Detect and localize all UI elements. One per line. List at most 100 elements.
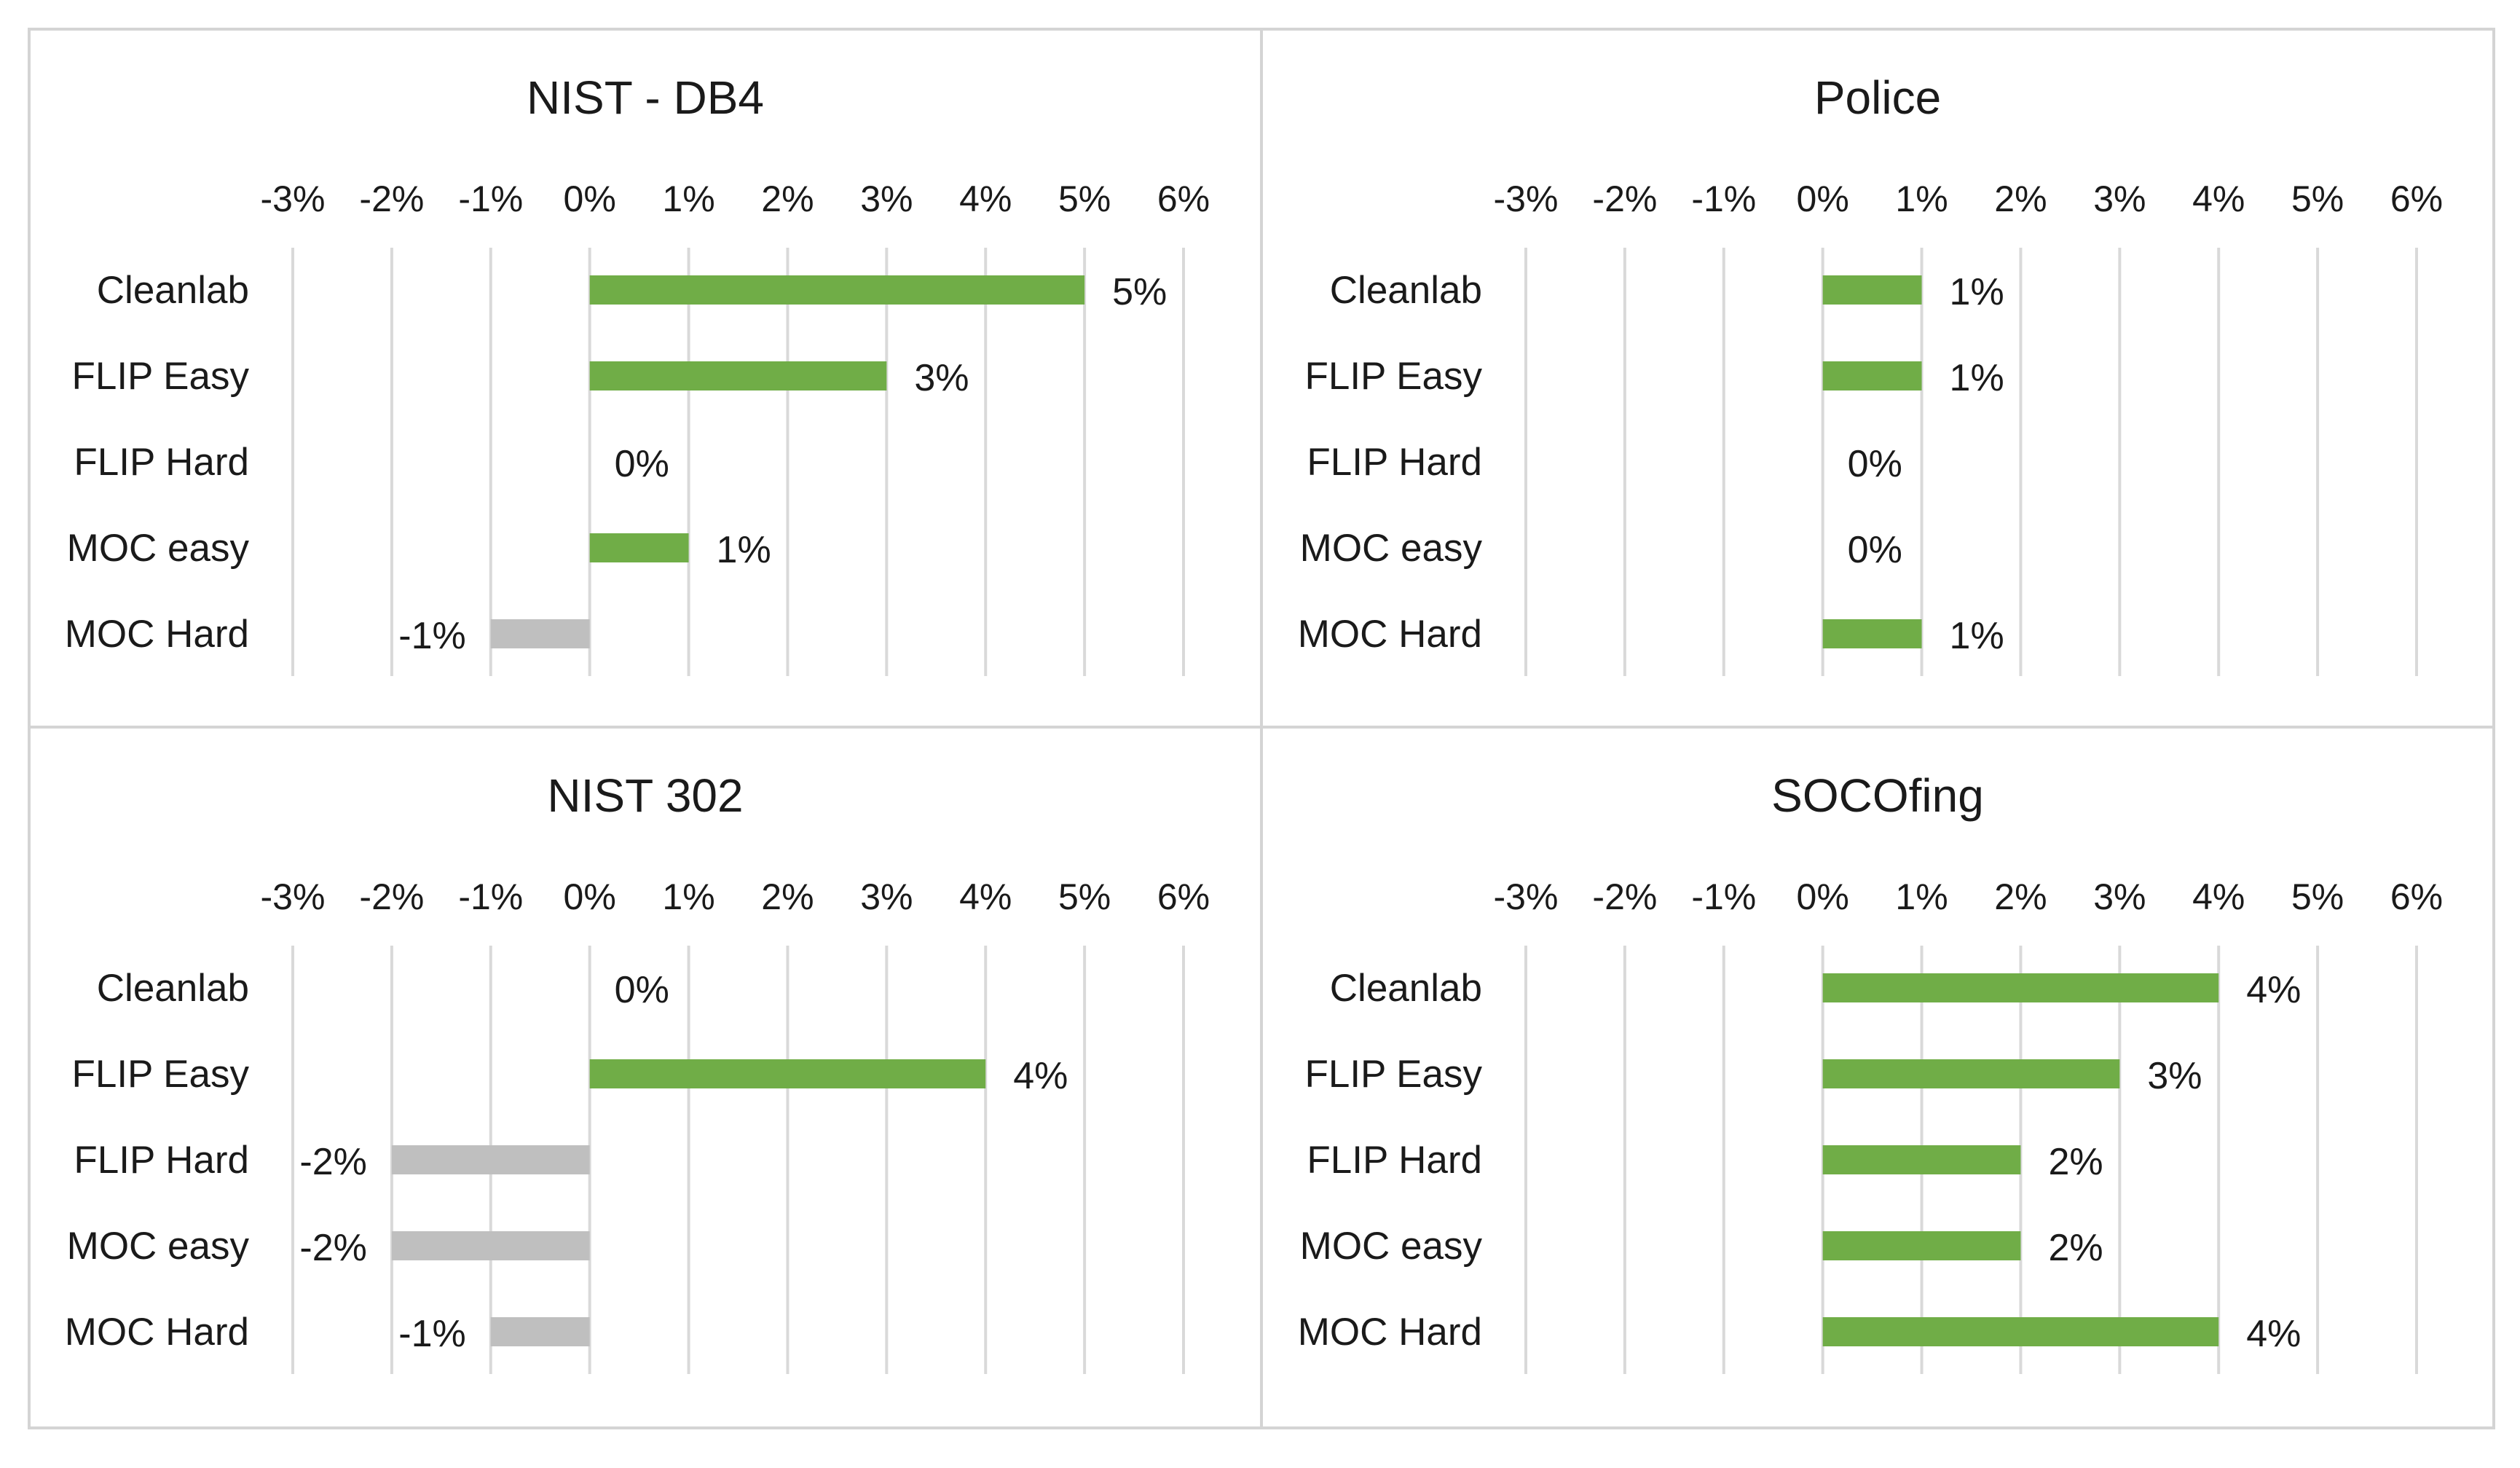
category-label-moc-hard: MOC Hard (65, 613, 249, 656)
data-label-flip-hard: 0% (1848, 443, 1902, 485)
x-tick-label: -3% (261, 178, 326, 219)
chart-panel-nist-db4: NIST - DB4 -3% -2% -1% 0% 1% 2% 3% 4% 5% 6% Cleanla… (28, 28, 1263, 729)
chart-title: SOCOfing (1771, 769, 1984, 822)
bar-flip-easy (589, 1059, 986, 1088)
bar-flip-hard (1822, 1145, 2021, 1174)
category-label-flip-easy: FLIP Easy (1304, 1053, 1482, 1096)
bar-moc-hard (490, 619, 590, 648)
x-tick-label: 4% (959, 876, 1012, 917)
category-label-flip-easy: FLIP Easy (71, 355, 249, 398)
chart-panel-police: Police -3% -2% -1% 0% 1% 2% 3% 4% 5% 6% Cleanlab 1% F… (1260, 28, 2495, 729)
data-label-cleanlab: 0% (615, 969, 669, 1011)
x-tick-label: 5% (2291, 876, 2344, 917)
x-tick-label: 4% (2192, 876, 2245, 917)
x-tick-label: 1% (1895, 178, 1948, 219)
data-label-moc-easy: 1% (717, 529, 771, 571)
bar-moc-hard (490, 1317, 590, 1346)
x-tick-label: 5% (1058, 876, 1111, 917)
data-label-moc-hard: 1% (1950, 615, 2004, 657)
data-label-moc-hard: -1% (398, 1313, 465, 1355)
bar-moc-hard (1822, 1317, 2219, 1346)
chart-panel-socofing: SOCOfing -3% -2% -1% 0% 1% 2% 3% 4% 5% 6% Cleanlab 4… (1260, 726, 2495, 1429)
x-tick-label: -2% (359, 178, 424, 219)
chart-title: NIST 302 (547, 769, 743, 822)
category-label-flip-hard: FLIP Hard (1307, 1139, 1482, 1182)
x-tick-label: 6% (2390, 178, 2443, 219)
category-label-cleanlab: Cleanlab (1330, 269, 1482, 312)
data-label-flip-easy: 1% (1950, 357, 2004, 399)
bar-flip-easy (589, 361, 887, 390)
x-tick-label: 1% (662, 178, 714, 219)
x-tick-label: 3% (860, 876, 913, 917)
x-tick-label: 5% (2291, 178, 2344, 219)
x-tick-label: 3% (2093, 178, 2146, 219)
x-tick-label: 1% (1895, 876, 1948, 917)
x-tick-label: -1% (458, 876, 523, 917)
x-tick-label: 6% (1157, 178, 1210, 219)
x-tick-label: 0% (1797, 178, 1849, 219)
data-label-flip-easy: 3% (914, 357, 969, 399)
bar-moc-easy (1822, 1231, 2021, 1260)
category-label-flip-hard: FLIP Hard (74, 441, 249, 484)
category-label-flip-hard: FLIP Hard (1307, 441, 1482, 484)
data-label-cleanlab: 4% (2246, 969, 2301, 1011)
data-label-flip-easy: 3% (2147, 1055, 2202, 1097)
bar-cleanlab (589, 275, 1085, 305)
data-label-moc-hard: 4% (2246, 1313, 2301, 1355)
category-label-cleanlab: Cleanlab (1330, 967, 1482, 1010)
data-label-cleanlab: 1% (1950, 271, 2004, 313)
category-label-moc-easy: MOC easy (67, 1225, 250, 1268)
category-label-moc-easy: MOC easy (1300, 1225, 1483, 1268)
x-tick-label: 0% (564, 178, 616, 219)
x-tick-label: -1% (458, 178, 523, 219)
x-tick-label: -3% (1494, 876, 1559, 917)
x-tick-label: 3% (2093, 876, 2146, 917)
x-tick-label: 2% (1994, 876, 2047, 917)
x-tick-label: 3% (860, 178, 913, 219)
x-tick-label: -2% (359, 876, 424, 917)
data-label-flip-hard: 0% (615, 443, 669, 485)
category-label-moc-hard: MOC Hard (1298, 613, 1482, 656)
bar-flip-hard (391, 1145, 590, 1174)
data-label-moc-hard: -1% (398, 615, 465, 657)
category-label-moc-easy: MOC easy (67, 527, 250, 570)
data-label-flip-hard: 2% (2048, 1141, 2103, 1183)
category-label-moc-hard: MOC Hard (65, 1311, 249, 1354)
x-tick-label: -1% (1691, 178, 1756, 219)
category-label-cleanlab: Cleanlab (97, 269, 249, 312)
x-tick-label: 2% (1994, 178, 2047, 219)
x-tick-label: 2% (761, 876, 814, 917)
data-label-moc-easy: 0% (1848, 529, 1902, 571)
x-tick-label: -3% (1494, 178, 1559, 219)
bar-cleanlab (1822, 973, 2219, 1002)
chart-title: NIST - DB4 (527, 71, 764, 124)
data-label-flip-hard: -2% (299, 1141, 366, 1183)
x-tick-label: 0% (1797, 876, 1849, 917)
category-label-moc-easy: MOC easy (1300, 527, 1483, 570)
x-tick-label: 4% (959, 178, 1012, 219)
x-tick-label: -3% (261, 876, 326, 917)
x-tick-label: -1% (1691, 876, 1756, 917)
x-tick-label: -2% (1592, 178, 1657, 219)
x-tick-label: 0% (564, 876, 616, 917)
bar-cleanlab (1822, 275, 1922, 305)
data-label-moc-easy: 2% (2048, 1227, 2103, 1269)
data-label-cleanlab: 5% (1112, 271, 1167, 313)
x-tick-label: 6% (2390, 876, 2443, 917)
category-label-flip-easy: FLIP Easy (71, 1053, 249, 1096)
category-label-cleanlab: Cleanlab (97, 967, 249, 1010)
data-label-flip-easy: 4% (1013, 1055, 1068, 1097)
category-label-flip-easy: FLIP Easy (1304, 355, 1482, 398)
x-tick-label: 4% (2192, 178, 2245, 219)
bar-moc-easy (391, 1231, 590, 1260)
bar-moc-hard (1822, 619, 1922, 648)
chart-title: Police (1814, 71, 1941, 124)
category-label-moc-hard: MOC Hard (1298, 1311, 1482, 1354)
x-tick-label: 1% (662, 876, 714, 917)
bar-flip-easy (1822, 361, 1922, 390)
bar-moc-easy (589, 533, 689, 562)
data-label-moc-easy: -2% (299, 1227, 366, 1269)
x-tick-label: -2% (1592, 876, 1657, 917)
x-tick-label: 6% (1157, 876, 1210, 917)
